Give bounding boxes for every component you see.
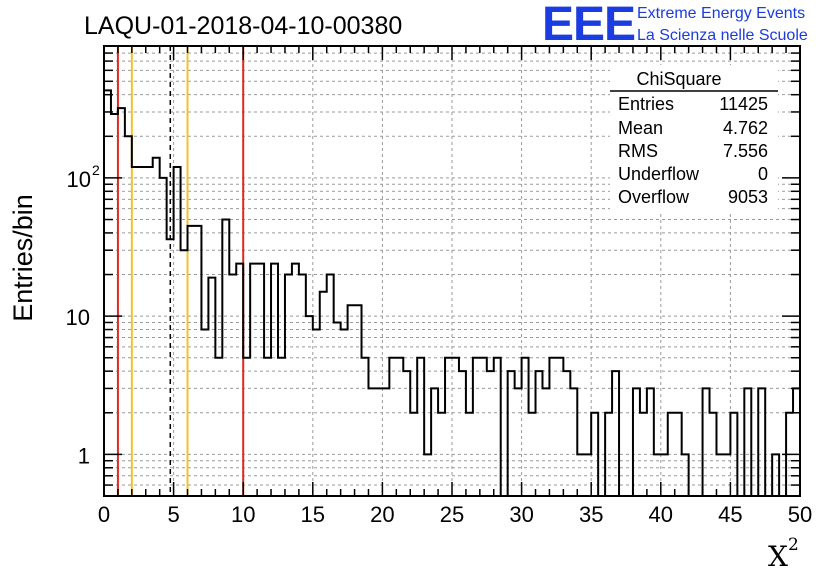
x-tick-label: 15	[301, 502, 325, 527]
x-axis-title-sup: 2	[788, 535, 799, 555]
stats-value-rms: 7.556	[723, 141, 768, 161]
stats-value-overflow: 9053	[728, 187, 768, 207]
reference-lines	[116, 46, 245, 496]
x-tick-label: 35	[579, 502, 603, 527]
tick-layer	[103, 45, 801, 497]
stats-label-mean: Mean	[618, 118, 663, 138]
stats-label-entries: Entries	[618, 94, 674, 114]
y-tick-label-exponent: 2	[92, 162, 100, 178]
logo-mark: EEE	[542, 0, 635, 51]
y-tick-label: 1	[78, 443, 90, 468]
logo-line-2: La Scienza nelle Scuole	[637, 27, 808, 44]
stats-label-underflow: Underflow	[618, 164, 700, 184]
y-tick-label: 10	[67, 167, 91, 192]
x-tick-label: 30	[509, 502, 533, 527]
x-tick-label: 45	[718, 502, 742, 527]
stats-box-background	[610, 65, 778, 211]
x-tick-label: 40	[649, 502, 673, 527]
x-axis-title: X 2	[768, 535, 799, 573]
x-tick-label: 0	[98, 502, 110, 527]
y-tick-label: 10	[66, 305, 90, 330]
histogram-outline	[104, 89, 800, 497]
x-tick-label: 10	[231, 502, 255, 527]
logo-line-1: Extreme Energy Events	[637, 5, 805, 22]
stats-value-underflow: 0	[758, 164, 768, 184]
chart-title: LAQU-01-2018-04-10-00380	[84, 12, 402, 40]
stats-value-mean: 4.762	[723, 118, 768, 138]
y-axis-title: Entries/bin	[8, 194, 38, 322]
x-axis-title-base: X	[768, 540, 788, 572]
x-tick-label: 20	[370, 502, 394, 527]
x-tick-label: 5	[167, 502, 179, 527]
stats-value-entries: 11425	[719, 94, 768, 114]
histogram-layer	[104, 89, 800, 497]
stats-box-name: ChiSquare	[636, 69, 721, 89]
stats-box: ChiSquare Entries 11425 Mean 4.762 RMS 7…	[610, 65, 778, 211]
stats-label-overflow: Overflow	[618, 187, 690, 207]
x-tick-label: 50	[788, 502, 812, 527]
stats-label-rms: RMS	[618, 141, 658, 161]
x-tick-label: 25	[440, 502, 464, 527]
eee-logo: EEE Extreme Energy Events La Scienza nel…	[542, 0, 808, 51]
